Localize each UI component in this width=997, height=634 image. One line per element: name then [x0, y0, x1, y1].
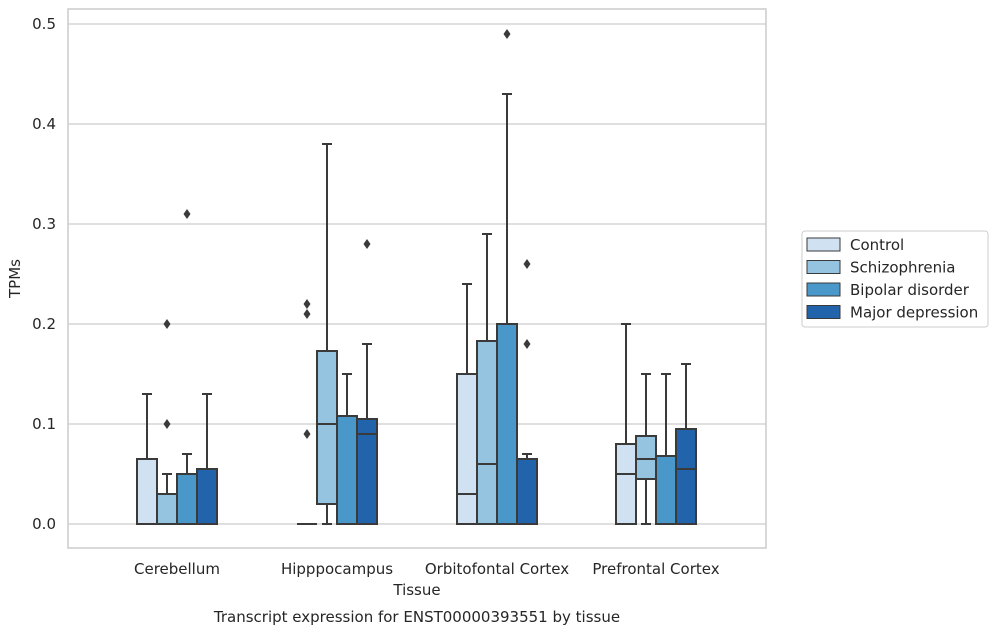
box: [336, 415, 358, 525]
outlier-point: [523, 259, 531, 269]
box-major-depression-orbitofontal-cortex: [516, 259, 538, 525]
outlier-point: [503, 29, 511, 39]
box-major-depression-cerebellum: [196, 393, 218, 525]
box: [516, 458, 538, 525]
box-control-prefrontal-cortex: [615, 323, 637, 525]
y-tick-label: 0.4: [32, 115, 56, 133]
chart-title: Transcript expression for ENST0000039355…: [213, 608, 620, 626]
x-tick-label: Hipppocampus: [281, 560, 393, 578]
box: [316, 350, 338, 505]
y-axis-label: TPMs: [6, 259, 24, 299]
x-tick-labels: Cerebellum Hipppocampus Orbitofontal Corte…: [134, 560, 720, 578]
legend: Control Schizophrenia Bipolar disorder Majo…: [801, 230, 989, 328]
gridlines: [68, 23, 766, 525]
legend-frame: [801, 230, 989, 328]
box-control-cerebellum: [136, 393, 158, 525]
y-tick-label: 0.3: [32, 215, 56, 233]
legend-swatch: [806, 237, 841, 252]
legend-label: Bipolar disorder: [850, 281, 970, 299]
outlier-point: [363, 239, 371, 249]
box-schizophrenia-hipppocampus: [316, 143, 338, 525]
box-bipolar-disorder-cerebellum: [176, 209, 198, 525]
outlier-point: [183, 209, 191, 219]
box: [136, 458, 158, 525]
box: [615, 443, 637, 525]
outlier-point: [303, 309, 311, 319]
box: [655, 455, 677, 525]
outlier-point: [303, 429, 311, 439]
plot-frame: [67, 8, 767, 549]
box-bipolar-disorder-hipppocampus: [336, 373, 358, 525]
box: [635, 435, 657, 480]
box-major-depression-prefrontal-cortex: [675, 363, 697, 525]
x-tick-label: Prefrontal Cortex: [592, 560, 719, 578]
box-schizophrenia-prefrontal-cortex: [635, 373, 657, 525]
legend-swatch: [806, 282, 841, 297]
box: [356, 418, 378, 525]
legend-label: Control: [850, 236, 904, 254]
box: [496, 323, 518, 525]
box: [456, 373, 478, 525]
y-tick-label: 0.1: [32, 415, 56, 433]
y-tick-label: 0.5: [32, 15, 56, 33]
legend-swatch: [806, 305, 841, 319]
outlier-point: [303, 299, 311, 309]
box: [196, 468, 218, 525]
y-tick-label: 0.0: [32, 515, 56, 533]
x-axis-label: Tissue: [392, 581, 440, 599]
legend-swatch: [806, 260, 841, 274]
box-major-depression-hipppocampus: [356, 239, 378, 525]
y-tick-labels: 0.0 0.1 0.2 0.3 0.4 0.5: [32, 15, 56, 533]
legend-label: Schizophrenia: [850, 259, 955, 277]
box: [476, 340, 498, 525]
box-schizophrenia-orbitofontal-cortex: [476, 233, 498, 525]
box: [176, 473, 198, 525]
box: [675, 428, 697, 525]
boxes: [136, 29, 697, 525]
x-tick-label: Orbitofontal Cortex: [425, 560, 569, 578]
outlier-point: [163, 319, 171, 329]
y-tick-label: 0.2: [32, 315, 56, 333]
box-control-orbitofontal-cortex: [456, 283, 478, 525]
legend-label: Major depression: [850, 304, 978, 322]
x-tick-label: Cerebellum: [134, 560, 220, 578]
outlier-point: [163, 419, 171, 429]
box-schizophrenia-cerebellum: [156, 319, 178, 525]
outlier-point: [523, 339, 531, 349]
box: [156, 493, 178, 525]
box-bipolar-disorder-orbitofontal-cortex: [496, 29, 518, 525]
box-bipolar-disorder-prefrontal-cortex: [655, 373, 677, 525]
